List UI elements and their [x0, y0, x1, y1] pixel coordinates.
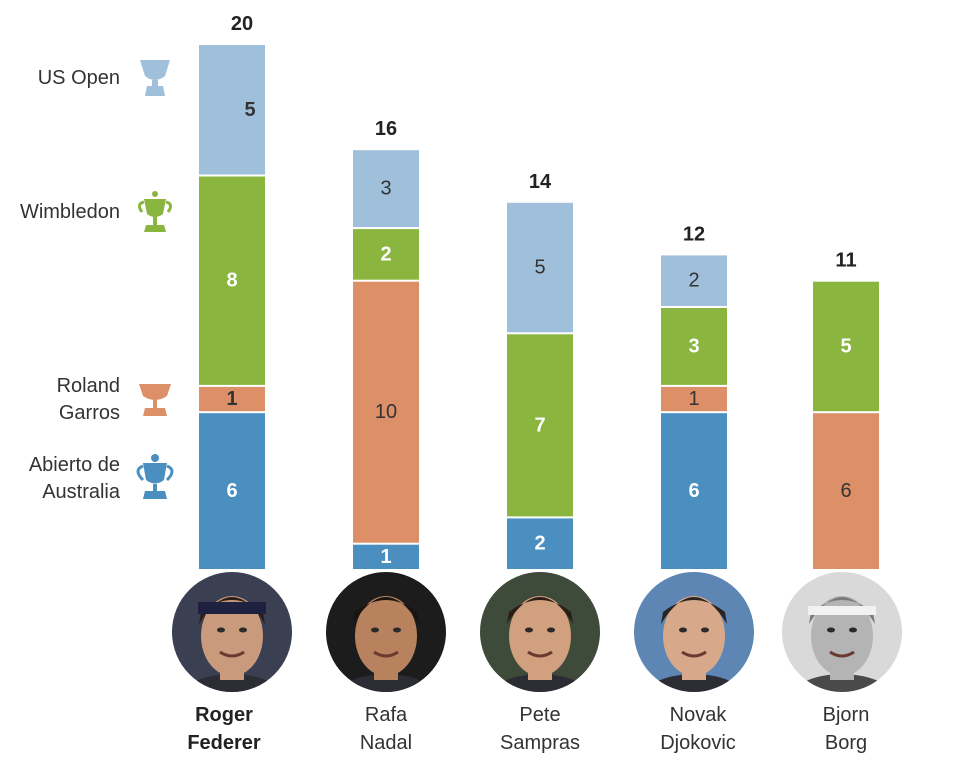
trophy-wimbledon-icon — [137, 191, 173, 232]
value-label-roger-federer-wimbledon: 8 — [226, 270, 237, 292]
value-label-rafa-nadal-wimbledon: 2 — [380, 243, 391, 265]
value-label-rafa-nadal-abierto-de-australia: 1 — [380, 546, 391, 568]
value-label-novak-djokovic-us-open: 2 — [688, 270, 699, 292]
bar-rafa-nadal-abierto-de-australia — [353, 544, 419, 569]
value-label-roger-federer-us-open: 5 — [244, 99, 255, 121]
bars: 6 1 8 5 20 1 10 2 3 16 2 7 5 14 6 1 3 2 12 6 5 11 — [199, 13, 879, 569]
value-label-pete-sampras-abierto-de-australia: 2 — [534, 533, 545, 555]
value-label-novak-djokovic-roland-garros: 1 — [688, 388, 699, 410]
legend-label-roland-garros: Roland Garros — [57, 375, 120, 424]
player-name-pete-sampras: Pete Sampras — [500, 704, 580, 754]
value-label-novak-djokovic-abierto-de-australia: 6 — [688, 480, 699, 502]
bar-novak-djokovic-roland-garros — [661, 386, 727, 412]
bar-novak-djokovic-wimbledon — [661, 308, 727, 385]
value-label-rafa-nadal-us-open: 3 — [380, 178, 391, 200]
total-label-rafa-nadal: 16 — [375, 118, 397, 140]
value-label-novak-djokovic-wimbledon: 3 — [688, 335, 699, 357]
bar-bjorn-borg-roland-garros — [813, 413, 879, 569]
value-label-bjorn-borg-roland-garros: 6 — [840, 480, 851, 502]
bar-novak-djokovic-abierto-de-australia — [661, 413, 727, 569]
bar-roger-federer-us-open — [199, 45, 265, 175]
bar-roger-federer-roland-garros — [199, 386, 265, 412]
trophy-us-open-icon — [140, 60, 170, 96]
bar-novak-djokovic-us-open — [661, 255, 727, 306]
value-label-bjorn-borg-wimbledon: 5 — [840, 335, 851, 357]
total-label-bjorn-borg: 11 — [835, 250, 856, 272]
legend-label-wimbledon: Wimbledon — [20, 201, 120, 223]
bar-bjorn-borg-wimbledon — [813, 281, 879, 412]
bar-roger-federer-abierto-de-australia — [199, 413, 265, 569]
legend: US Open Wimbledon Roland Garros Abierto de Au… — [20, 60, 174, 503]
value-label-pete-sampras-wimbledon: 7 — [534, 414, 545, 436]
player-name-novak-djokovic: Novak Djokovic — [660, 704, 736, 754]
total-label-pete-sampras: 14 — [529, 171, 552, 193]
total-label-novak-djokovic: 12 — [683, 223, 705, 245]
legend-label-abierto-de-australia: Abierto de Australia — [29, 454, 121, 503]
bar-pete-sampras-wimbledon — [507, 334, 573, 517]
value-label-roger-federer-roland-garros: 1 — [226, 388, 237, 410]
bar-roger-federer-wimbledon — [199, 176, 265, 385]
total-label-roger-federer: 20 — [231, 13, 253, 35]
player-name-bjorn-borg: Bjorn Borg — [823, 704, 870, 754]
player-name-roger-federer: Roger Federer — [187, 704, 261, 754]
bar-pete-sampras-us-open — [507, 202, 573, 333]
value-label-rafa-nadal-roland-garros: 10 — [375, 401, 397, 423]
value-label-pete-sampras-us-open: 5 — [534, 257, 545, 279]
bar-rafa-nadal-wimbledon — [353, 229, 419, 280]
value-label-roger-federer-abierto-de-australia: 6 — [226, 480, 237, 502]
trophy-australia-icon — [136, 454, 174, 499]
player-names: Roger Federer Rafa Nadal Pete Sampras Novak Djo… — [187, 704, 869, 754]
bar-rafa-nadal-roland-garros — [353, 281, 419, 543]
trophy-roland-garros-icon — [139, 384, 171, 416]
legend-label-us-open: US Open — [38, 67, 120, 89]
bar-rafa-nadal-us-open — [353, 150, 419, 228]
player-name-rafa-nadal: Rafa Nadal — [360, 704, 412, 754]
bar-pete-sampras-abierto-de-australia — [507, 518, 573, 569]
